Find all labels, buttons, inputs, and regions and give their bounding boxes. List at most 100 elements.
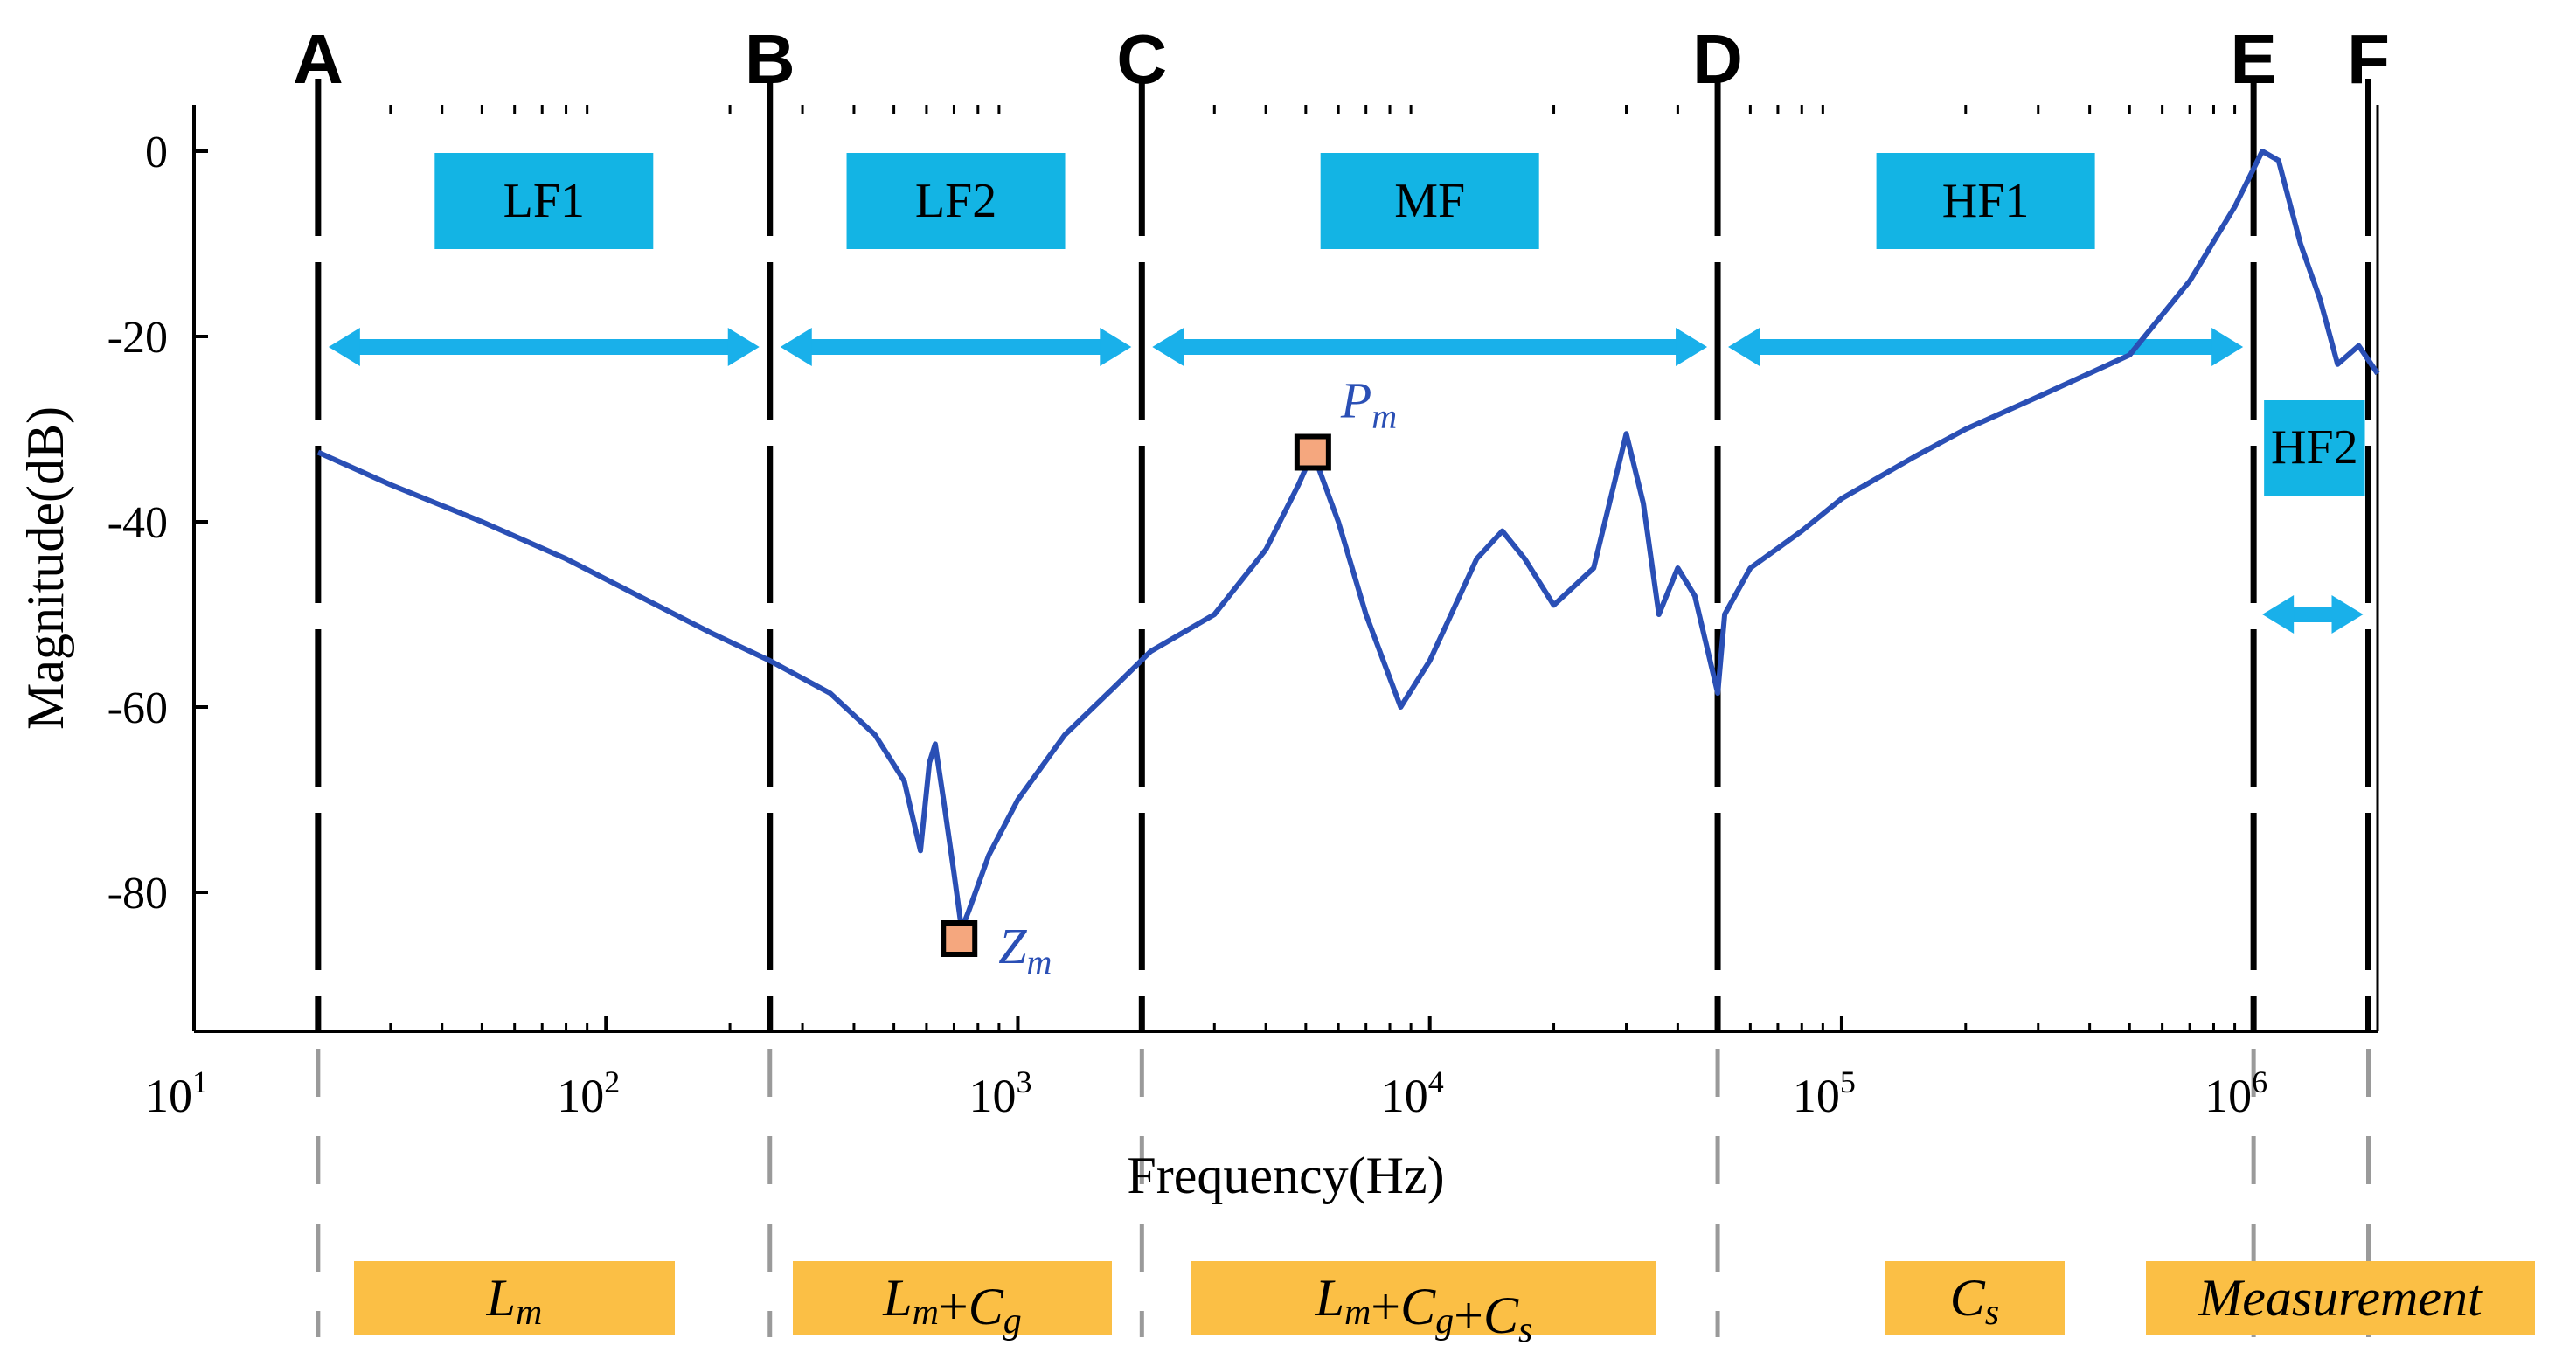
- x-tick-exponent: 5: [1840, 1064, 1856, 1099]
- marker-pm: [1294, 433, 1331, 471]
- boundary-label-d: D: [1692, 20, 1743, 98]
- region-box-hf2: [2264, 400, 2365, 496]
- component-label-3: Lm+Cg+Cs: [1315, 1269, 1533, 1350]
- region-annotations-group: LF1 LF2 MF HF1 HF2: [328, 153, 2365, 634]
- component-operator: +: [1454, 1286, 1483, 1344]
- x-tick-label: 101: [145, 1064, 208, 1122]
- region-arrow-hf2-head-right: [2331, 595, 2364, 634]
- boundary-label-f: F: [2347, 20, 2390, 98]
- region-label-mf: MF: [1394, 174, 1465, 228]
- component-label-4: Cs: [1950, 1269, 1999, 1333]
- component-box-2: [793, 1261, 1112, 1335]
- component-subscript: m: [913, 1293, 939, 1333]
- component-label-2: Lm+Cg: [882, 1269, 1022, 1342]
- region-label-hf2: HF2: [2271, 420, 2358, 475]
- x-tick-label: 105: [1793, 1064, 1856, 1122]
- component-symbol: Measurement: [2198, 1269, 2483, 1327]
- y-tick-label: -60: [108, 683, 168, 733]
- region-arrow-hf2-head-left: [2262, 595, 2295, 634]
- component-label-5: Measurement: [2198, 1269, 2483, 1327]
- marker-label-main: P: [1340, 372, 1371, 429]
- component-subscript: g: [1003, 1301, 1022, 1342]
- x-tick-exponent: 3: [1016, 1064, 1031, 1099]
- component-subscript: m: [1344, 1293, 1371, 1333]
- x-tick-base: 10: [1381, 1070, 1428, 1122]
- region-arrow-mf-head-left: [1152, 328, 1184, 366]
- component-operator: +: [1371, 1278, 1400, 1335]
- region-box-mf: [1320, 153, 1539, 249]
- component-subscript: s: [1985, 1293, 1999, 1333]
- region-label-lf2: LF2: [915, 174, 996, 228]
- component-symbol: C: [1400, 1278, 1436, 1335]
- marker-label-sub: m: [1371, 397, 1397, 436]
- region-arrow-lf1-shaft: [358, 339, 730, 355]
- region-box-lf2: [846, 153, 1066, 249]
- boundary-label-a: A: [293, 20, 344, 98]
- boundary-label-e: E: [2230, 20, 2276, 98]
- region-arrow-mf-shaft: [1182, 339, 1678, 355]
- marker-label-sub: m: [1026, 942, 1052, 981]
- x-tick-base: 10: [145, 1070, 192, 1122]
- region-arrow-lf1-head-left: [328, 328, 360, 366]
- y-tick-label: -80: [108, 869, 168, 919]
- component-symbol: C: [969, 1278, 1004, 1335]
- x-tick-exponent: 2: [604, 1064, 620, 1099]
- component-subscript: s: [1518, 1310, 1532, 1350]
- marker-label-zm: Zm: [998, 918, 1052, 981]
- region-arrow-hf2-shaft: [2292, 607, 2334, 622]
- region-arrow-hf1-head-right: [2211, 328, 2244, 366]
- x-tick-label: 103: [969, 1064, 1031, 1122]
- component-symbol: C: [1950, 1269, 1986, 1327]
- component-operator: +: [939, 1278, 969, 1335]
- region-box-lf1: [434, 153, 654, 249]
- region-box-hf1: [1876, 153, 2095, 249]
- boundary-label-b: B: [745, 20, 795, 98]
- region-arrow-hf1-head-left: [1728, 328, 1760, 366]
- magnitude-curve: [316, 149, 2380, 933]
- component-box-5: [2146, 1261, 2535, 1335]
- component-box-3: [1191, 1261, 1656, 1335]
- x-tick-exponent: 4: [1428, 1064, 1444, 1099]
- component-symbol: L: [882, 1269, 912, 1327]
- component-box-4: [1885, 1261, 2065, 1335]
- region-arrow-hf1-shaft: [1758, 339, 2214, 355]
- region-label-hf1: HF1: [1942, 174, 2030, 228]
- component-box-1: [354, 1261, 675, 1335]
- x-tick-exponent: 1: [192, 1064, 208, 1099]
- region-arrow-lf2-head-left: [780, 328, 812, 366]
- x-tick-label: 104: [1381, 1064, 1444, 1122]
- region-label-lf1: LF1: [503, 174, 585, 228]
- region-arrow-lf2-head-right: [1100, 328, 1132, 366]
- component-subscript: m: [516, 1293, 542, 1333]
- y-tick-label: 0: [145, 128, 168, 177]
- region-arrow-lf2: [780, 328, 1132, 366]
- component-label-1: Lm: [486, 1269, 543, 1333]
- x-tick-base: 10: [1793, 1070, 1840, 1122]
- x-tick-label: 106: [2205, 1064, 2267, 1122]
- x-axis-title: Frequency(Hz): [1127, 1147, 1444, 1204]
- component-symbol: C: [1483, 1286, 1519, 1344]
- y-tick-label: -40: [108, 498, 168, 548]
- marker-zm: [941, 920, 978, 957]
- region-arrow-lf1-head-right: [727, 328, 760, 366]
- y-axis-title: Magnitude(dB): [17, 406, 74, 730]
- marker-label-main: Z: [998, 918, 1027, 974]
- boundary-label-c: C: [1116, 20, 1167, 98]
- component-symbol: L: [486, 1269, 516, 1327]
- region-arrow-hf2: [2262, 595, 2364, 634]
- region-arrow-hf1: [1728, 328, 2244, 366]
- component-symbol: L: [1315, 1269, 1344, 1327]
- x-tick-base: 10: [969, 1070, 1016, 1122]
- component-subscript: g: [1435, 1301, 1454, 1342]
- x-tick-exponent: 6: [2252, 1064, 2267, 1099]
- x-tick-base: 10: [557, 1070, 604, 1122]
- region-arrow-mf: [1152, 328, 1708, 366]
- region-arrow-mf-head-right: [1676, 328, 1708, 366]
- region-arrow-lf2-shaft: [809, 339, 1102, 355]
- marker-label-pm: Pm: [1340, 372, 1397, 436]
